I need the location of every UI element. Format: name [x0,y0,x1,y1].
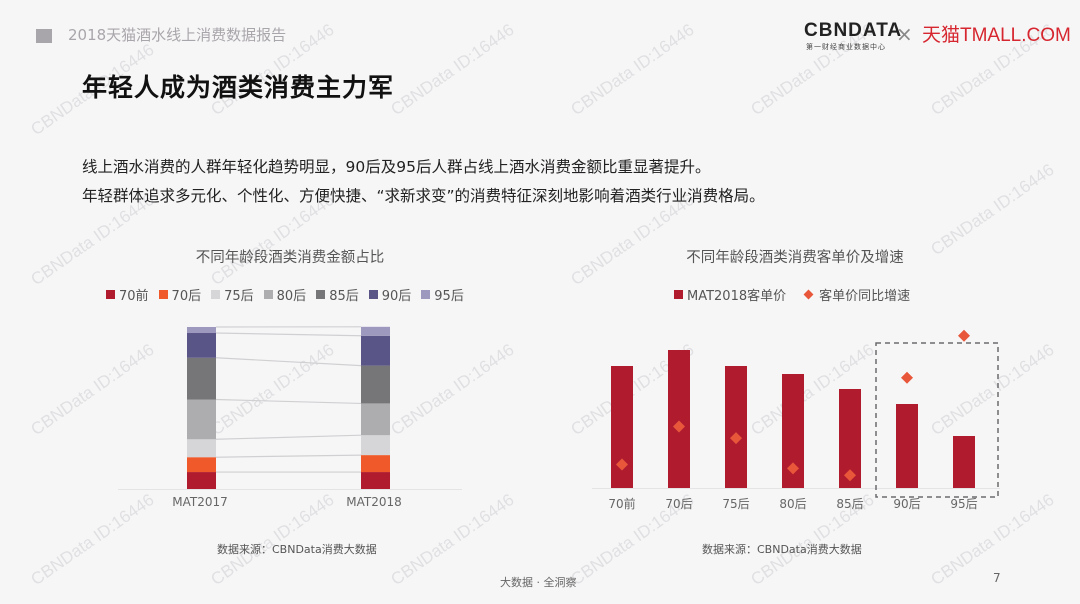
legend-item-75hou: 75后 [211,285,254,304]
stacked-segment [187,399,216,440]
description-line-1: 线上酒水消费的人群年轻化趋势明显，90后及95后人群占线上酒水消费金额比重显著提… [82,158,711,176]
legend-item-70qian: 70前 [106,285,149,304]
stacked-segment [187,439,216,458]
diamond-icon [803,289,814,300]
x-label: 90后 [893,497,921,511]
stacked-segment [361,365,390,404]
legend-item-85hou: 85后 [316,285,359,304]
legend-swatch-icon [263,290,273,299]
left-chart-legend: 70前 70后 75后 80后 85后 90后 95后 [106,285,464,304]
header-square-icon [36,29,52,43]
left-chart-title: 不同年龄段酒类消费金额占比 [195,250,385,266]
legend-item-bar: MAT2018客单价 [674,285,786,304]
legend-swatch-icon [211,290,221,299]
report-title: 2018天猫酒水线上消费数据报告 [68,26,287,44]
diamond-marker [673,420,685,433]
legend-item-diamond: 客单价同比增速 [802,285,910,304]
diamond-marker [958,329,970,342]
tmall-logo: 天猫TMALL.COM [922,25,1071,46]
x-label: 70前 [608,497,636,511]
bar [611,366,633,488]
legend-item-95hou: 95后 [421,285,464,304]
stacked-segment [361,472,390,489]
right-chart-legend: MAT2018客单价 客单价同比增速 [674,285,910,304]
cbndata-logo: CBNDATA [804,20,903,41]
bar [896,404,918,488]
legend-swatch-icon [106,290,115,299]
logo-separator-icon: × [896,22,913,46]
stacked-segment [361,335,390,366]
right-chart-source: 数据来源：CBNData消费大数据 [702,543,862,556]
right-chart-title: 不同年龄段酒类消费客单价及增速 [686,250,904,266]
page-number: 7 [993,571,1001,585]
stacked-segment [187,326,216,334]
legend-label: MAT2018客单价 [687,289,787,304]
stacked-segment [361,403,390,436]
x-label-mat2018: MAT2018 [346,495,402,509]
bar [782,374,804,488]
legend-swatch-icon [316,290,326,299]
x-label: 70后 [665,497,693,511]
legend-item-80hou: 80后 [263,285,307,304]
description-line-2: 年轻群体追求多元化、个性化、方便快捷、“求新求变”的消费特征深刻地影响着酒类行业… [82,187,765,205]
bar [839,389,861,488]
legend-swatch-icon [368,290,378,299]
diamond-marker [730,432,742,445]
left-chart-source: 数据来源：CBNData消费大数据 [217,543,377,556]
diamond-marker [844,469,856,482]
diamond-marker [616,458,628,471]
bar [668,350,690,488]
x-label: 80后 [779,497,807,511]
stacked-segment [187,357,216,400]
diamond-marker [901,371,913,384]
legend-label: 75后 [224,289,254,304]
legend-item-70hou: 70后 [158,285,202,304]
x-label: 85后 [836,497,864,511]
x-label: 95后 [950,497,978,511]
stacked-segment [361,455,390,473]
highlight-dashed-box [875,342,999,498]
stacked-segment [361,326,390,336]
legend-label: 70后 [171,289,202,304]
legend-label: 70前 [119,289,149,304]
stacked-segment [187,472,216,489]
diamond-marker [787,462,799,475]
legend-swatch-icon [674,290,683,299]
bar [725,366,747,488]
legend-item-90hou: 90后 [368,285,412,304]
footer-slogan: 大数据 · 全洞察 [500,576,577,589]
x-label: 75后 [722,497,750,511]
legend-label: 95后 [434,289,464,304]
legend-label: 客单价同比增速 [819,289,911,304]
page-title: 年轻人成为酒类消费主力军 [82,73,395,102]
legend-label: 90后 [381,289,412,304]
legend-label: 80后 [276,289,307,304]
stacked-segment [361,435,390,456]
stacked-segment [187,457,216,473]
legend-swatch-icon [158,290,168,299]
legend-swatch-icon [421,290,431,299]
legend-label: 85后 [329,289,359,304]
bar [953,436,975,488]
stacked-segment [187,333,216,358]
x-label-mat2017: MAT2017 [172,495,228,509]
cbndata-logo-subtitle: 第一财经商业数据中心 [806,43,886,51]
